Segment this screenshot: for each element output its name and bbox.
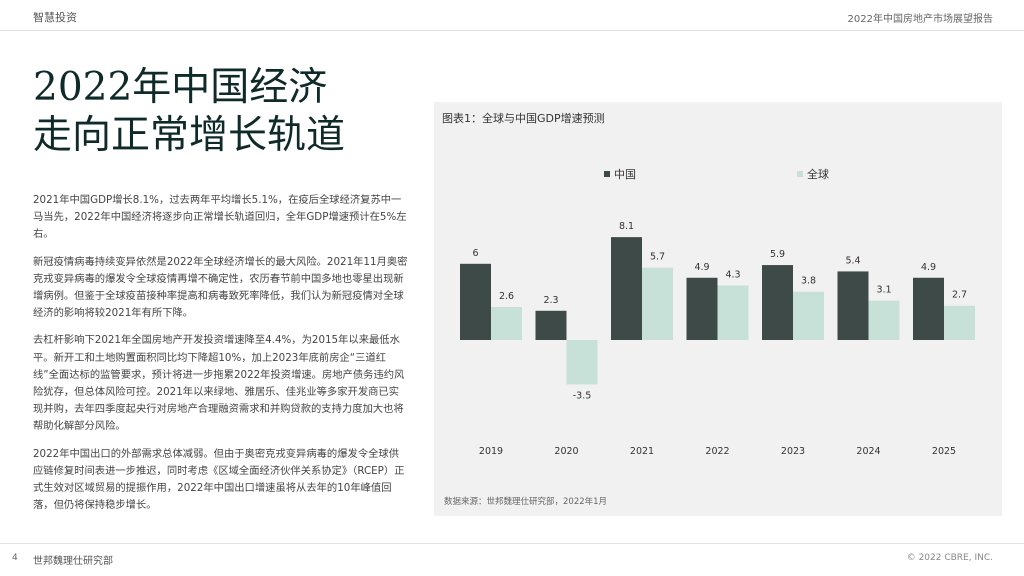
body-text: 2021年中国GDP增长8.1%，过去两年平均增长5.1%，在疫后全球经济复苏中… <box>33 192 408 524</box>
data-label-2019-0: 6 <box>472 248 478 259</box>
bar-2025-1 <box>944 305 975 340</box>
header-divider <box>0 30 1024 31</box>
bar-2020-1 <box>566 340 598 385</box>
x-tick-2021: 2021 <box>630 446 654 457</box>
x-tick-2024: 2024 <box>856 446 880 457</box>
bar-2025-0 <box>913 277 944 340</box>
header-report-title: 2022年中国房地产市场展望报告 <box>847 14 993 25</box>
legend-label-1: 全球 <box>807 167 829 181</box>
data-label-2023-1: 3.8 <box>801 276 816 287</box>
bar-2022-0 <box>686 277 718 340</box>
paragraph-2: 新冠疫情病毒持续变异依然是2022年全球经济增长的最大风险。2021年11月奥密… <box>33 255 408 320</box>
x-tick-2020: 2020 <box>554 446 578 457</box>
page-title-line-1: 2022年中国经济 <box>33 65 328 110</box>
data-label-2022-0: 4.9 <box>694 262 709 273</box>
chart-title: 图表1：全球与中国GDP增速预测 <box>442 112 605 125</box>
chart-source: 数据来源：世邦魏理仕研究部，2022年1月 <box>444 497 608 507</box>
bar-2024-0 <box>837 271 869 340</box>
x-tick-2019: 2019 <box>479 446 503 457</box>
data-label-2023-0: 5.9 <box>770 249 785 260</box>
legend-swatch-1 <box>797 171 803 177</box>
data-label-2024-0: 5.4 <box>845 255 860 266</box>
data-label-2020-0: 2.3 <box>543 295 558 306</box>
copyright: © 2022 CBRE, INC. <box>906 553 993 563</box>
bar-2023-0 <box>762 265 793 340</box>
data-label-2021-0: 8.1 <box>619 221 634 232</box>
data-label-2024-1: 3.1 <box>876 285 891 296</box>
page-title: 2022年中国经济 走向正常增长轨道 <box>33 64 345 160</box>
footer-divider <box>0 543 1024 544</box>
data-label-2019-1: 2.6 <box>499 291 514 302</box>
page-title-line-2: 走向正常增长轨道 <box>33 113 346 158</box>
header-brand: 智慧投资 <box>33 11 77 24</box>
gdp-bar-chart: 中国 全球 6 2.6 2019 2.3 -3.5 2020 8.1 5.7 2021 4.9 4.3 2… <box>460 167 975 457</box>
bar-2023-1 <box>793 291 824 340</box>
bar-2020-0 <box>535 310 567 340</box>
data-label-2025-1: 2.7 <box>952 290 967 301</box>
data-label-2025-0: 4.9 <box>921 262 936 273</box>
x-tick-2025: 2025 <box>932 446 956 457</box>
x-tick-2023: 2023 <box>781 446 805 457</box>
bar-2019-1 <box>491 306 522 340</box>
data-label-2021-1: 5.7 <box>650 252 665 263</box>
paragraph-4: 2022年中国出口的外部需求总体减弱。但由于奥密克戎变异病毒的爆发令全球供应链修… <box>33 447 405 512</box>
paragraph-3: 去杠杆影响下2021年全国房地产开发投资增速降至4.4%，为2015年以来最低水… <box>33 334 405 433</box>
bar-2024-1 <box>868 300 900 340</box>
bar-2021-0 <box>611 237 642 340</box>
bar-2022-1 <box>717 285 749 340</box>
page-number: 4 <box>12 553 18 563</box>
legend-swatch-0 <box>604 171 610 177</box>
footer-org: 世邦魏理仕研究部 <box>33 556 113 567</box>
data-label-2022-1: 4.3 <box>725 269 740 280</box>
data-label-2020-1: -3.5 <box>573 390 592 401</box>
paragraph-1: 2021年中国GDP增长8.1%，过去两年平均增长5.1%，在疫后全球经济复苏中… <box>33 194 407 241</box>
bar-2021-1 <box>642 267 673 340</box>
bar-2019-0 <box>460 263 491 340</box>
legend-label-0: 中国 <box>614 168 636 181</box>
x-tick-2022: 2022 <box>705 446 729 457</box>
